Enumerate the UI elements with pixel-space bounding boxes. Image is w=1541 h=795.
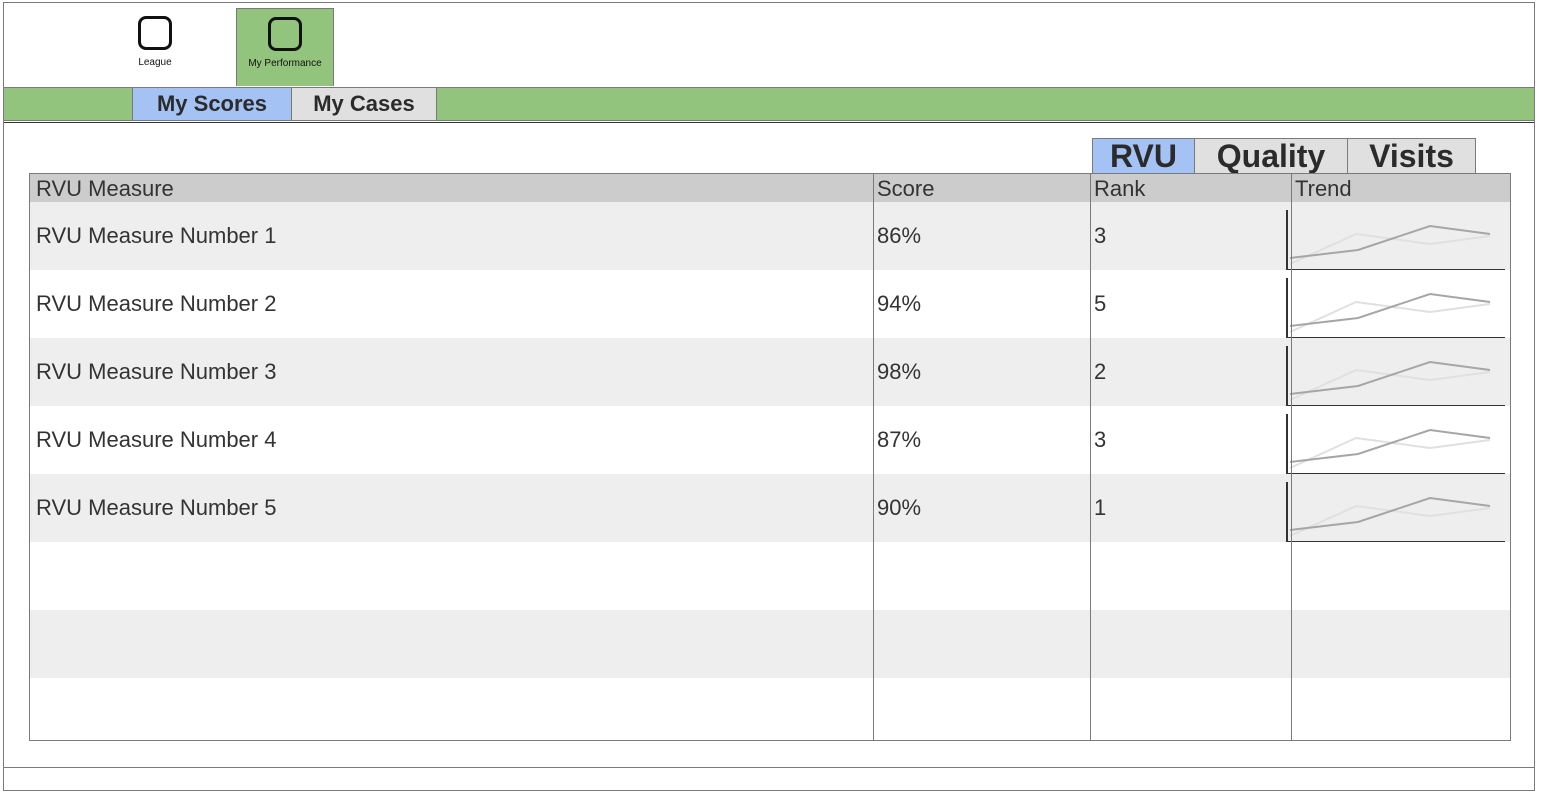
column-divider [873, 174, 874, 740]
rank-cell: 1 [1094, 495, 1107, 520]
score-cell: 98% [877, 359, 922, 384]
nav-label-league: League [138, 57, 172, 68]
measure-cell: RVU Measure Number 4 [36, 427, 277, 452]
tab-my-cases[interactable]: My Cases [291, 87, 437, 121]
scores-table: RVU Measure Score Rank Trend RVU Measure… [29, 173, 1511, 741]
measure-cell: RVU Measure Number 2 [36, 291, 277, 316]
rank-cell: 5 [1094, 291, 1107, 316]
tab-rvu[interactable]: RVU [1092, 138, 1195, 174]
table-row[interactable]: RVU Measure Number 5 90% 1 [30, 474, 1510, 542]
empty-row [30, 610, 1510, 678]
score-cell: 94% [877, 291, 922, 316]
trend-sparkline [1286, 482, 1505, 542]
header-rank: Rank [1094, 176, 1146, 201]
subnav-divider [4, 122, 1534, 123]
column-divider [1291, 174, 1292, 740]
trend-sparkline [1286, 278, 1505, 338]
empty-row [30, 678, 1510, 746]
measure-cell: RVU Measure Number 5 [36, 495, 277, 520]
tab-visits[interactable]: Visits [1347, 138, 1476, 174]
trend-sparkline [1286, 414, 1505, 474]
score-cell: 90% [877, 495, 922, 520]
footer-divider [4, 767, 1534, 768]
table-row[interactable]: RVU Measure Number 4 87% 3 [30, 406, 1510, 474]
score-cell: 86% [877, 223, 922, 248]
trend-sparkline [1286, 346, 1505, 406]
table-row[interactable]: RVU Measure Number 2 94% 5 [30, 270, 1510, 338]
my-performance-icon [268, 17, 302, 51]
score-cell: 87% [877, 427, 922, 452]
table-row[interactable]: RVU Measure Number 3 98% 2 [30, 338, 1510, 406]
measure-cell: RVU Measure Number 1 [36, 223, 277, 248]
header-score: Score [877, 176, 935, 201]
measure-cell: RVU Measure Number 3 [36, 359, 277, 384]
table-header: RVU Measure Score Rank Trend [30, 174, 1510, 202]
rank-cell: 3 [1094, 427, 1107, 452]
rank-cell: 2 [1094, 359, 1107, 384]
rank-cell: 3 [1094, 223, 1107, 248]
column-divider [1090, 174, 1091, 740]
tab-quality[interactable]: Quality [1194, 138, 1348, 174]
empty-row [30, 542, 1510, 610]
table-row[interactable]: RVU Measure Number 1 86% 3 [30, 202, 1510, 270]
nav-item-my-performance[interactable]: My Performance [236, 8, 334, 86]
header-measure: RVU Measure [36, 176, 174, 201]
tab-my-scores[interactable]: My Scores [132, 87, 292, 121]
header-trend: Trend [1295, 176, 1352, 201]
nav-label-my-performance: My Performance [248, 58, 322, 69]
trend-sparkline [1286, 210, 1505, 270]
league-icon [138, 16, 172, 50]
nav-item-league[interactable]: League [106, 8, 204, 86]
